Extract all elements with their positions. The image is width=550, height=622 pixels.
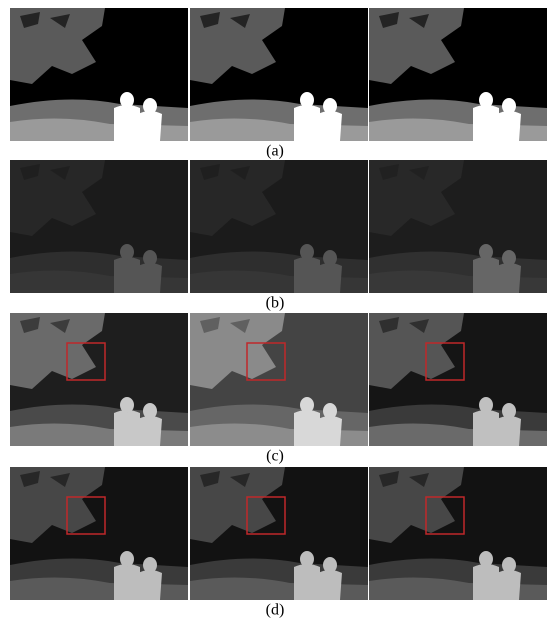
panel-label: (c)	[266, 448, 284, 465]
depth-image	[190, 160, 368, 293]
depth-image	[369, 160, 547, 293]
depth-image	[10, 313, 188, 446]
depth-image	[369, 313, 547, 446]
depth-image	[10, 467, 188, 600]
depth-image	[190, 467, 368, 600]
panel-label: (b)	[266, 295, 285, 312]
depth-image	[369, 467, 547, 600]
panel-label: (a)	[266, 143, 284, 160]
depth-image	[369, 8, 547, 141]
depth-image	[190, 8, 368, 141]
depth-image	[190, 313, 368, 446]
figure: (a) (b) (c) (d)	[0, 0, 550, 622]
depth-image	[10, 160, 188, 293]
depth-image	[10, 8, 188, 141]
panel-label: (d)	[266, 602, 285, 619]
